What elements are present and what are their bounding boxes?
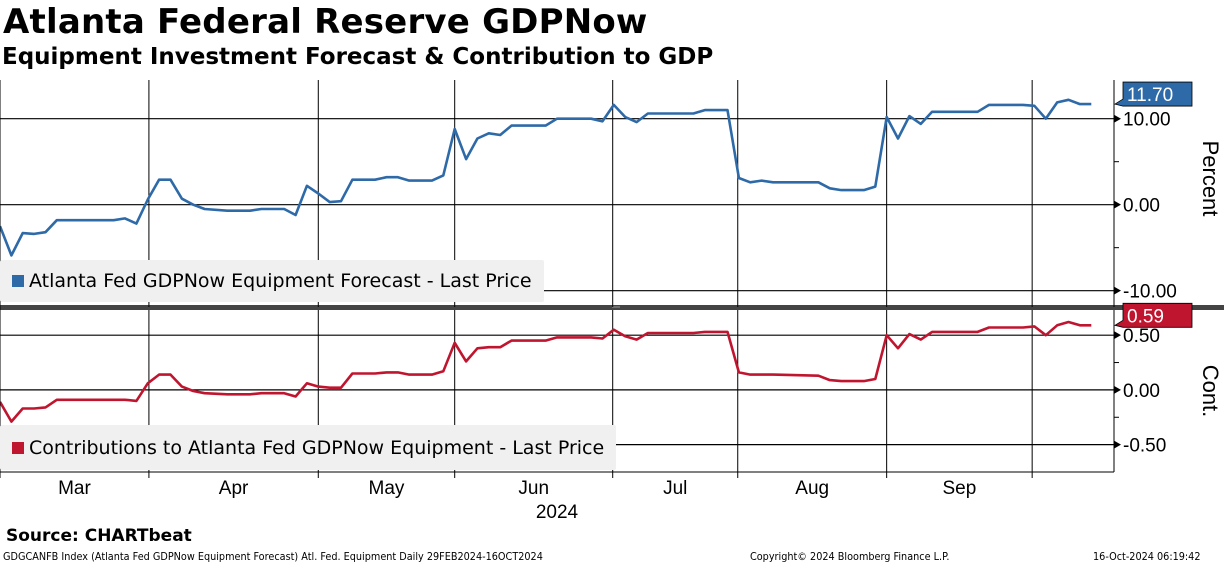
legend-top-label: Atlanta Fed GDPNow Equipment Forecast - … — [29, 270, 532, 292]
x-year-label: 2024 — [536, 502, 579, 523]
tick-arrow — [1114, 114, 1121, 123]
y-tick-label: 0.50 — [1123, 326, 1160, 347]
chart-subtitle: Equipment Investment Forecast & Contribu… — [2, 44, 714, 70]
legend-swatch-blue — [12, 275, 24, 287]
y-axis-title: Percent — [1198, 141, 1223, 217]
copyright: Copyright© 2024 Bloomberg Finance L.P. — [750, 550, 950, 563]
tick-arrow — [1114, 385, 1121, 394]
tick-arrow — [1114, 200, 1121, 209]
last-value-flag — [1113, 302, 1193, 328]
tick-arrow — [1114, 286, 1121, 295]
y-axis-title: Cont. — [1198, 365, 1223, 418]
contribution-series-line — [0, 320, 1092, 423]
x-month-label: May — [369, 478, 405, 499]
last-value-flag — [1113, 81, 1193, 107]
index-info: GDGCANFB Index (Atlanta Fed GDPNow Equip… — [3, 550, 543, 563]
y-tick-label: 10.00 — [1123, 110, 1171, 131]
tick-arrow — [1114, 331, 1121, 340]
x-month-label: Jul — [663, 478, 687, 499]
legend-bottom: Contributions to Atlanta Fed GDPNow Equi… — [0, 425, 617, 470]
legend-top: Atlanta Fed GDPNow Equipment Forecast - … — [0, 260, 544, 302]
x-month-label: Apr — [219, 478, 249, 499]
last-value-label: 0.59 — [1127, 306, 1164, 327]
x-month-label: Mar — [58, 478, 91, 499]
forecast-series-line — [0, 98, 1092, 257]
legend-swatch-red — [12, 441, 24, 454]
timestamp: 16-Oct-2024 06:19:42 — [1093, 550, 1201, 563]
y-tick-label: -10.00 — [1123, 282, 1177, 303]
y-tick-label: 0.00 — [1123, 381, 1160, 402]
tick-arrow — [1114, 440, 1121, 449]
x-month-label: Sep — [942, 478, 976, 499]
last-value-label: 11.70 — [1127, 85, 1173, 106]
y-tick-label: 0.00 — [1123, 196, 1160, 217]
source-label: Source: CHARTbeat — [6, 526, 192, 546]
x-month-label: Jun — [518, 478, 549, 499]
x-month-label: Aug — [795, 478, 829, 499]
legend-bottom-label: Contributions to Atlanta Fed GDPNow Equi… — [29, 436, 605, 459]
y-tick-label: -0.50 — [1123, 436, 1166, 457]
chart-title: Atlanta Federal Reserve GDPNow — [3, 2, 648, 42]
